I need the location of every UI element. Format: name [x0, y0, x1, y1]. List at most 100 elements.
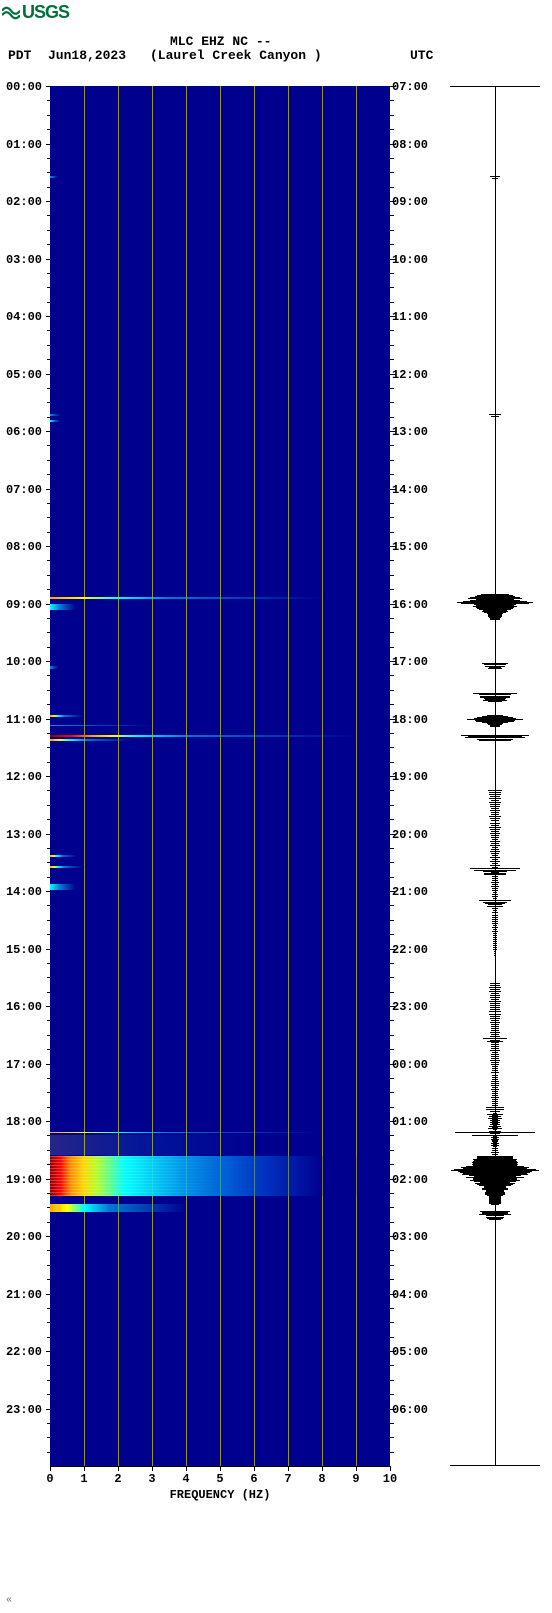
seis-wiggle: [490, 1060, 499, 1061]
utc-hour-label: 01:00: [392, 1115, 447, 1129]
tick-mark: [46, 546, 50, 547]
seis-wiggle: [492, 1077, 498, 1078]
minor-tick: [47, 733, 50, 734]
tick-mark: [46, 1179, 50, 1180]
minor-tick: [390, 215, 394, 216]
seis-wiggle: [488, 701, 502, 702]
minor-tick: [390, 618, 394, 619]
seis-wiggle: [493, 892, 498, 893]
seis-wiggle: [492, 927, 498, 928]
minor-tick: [390, 302, 394, 303]
gridline-v: [322, 86, 323, 1466]
seis-wiggle: [492, 921, 498, 922]
seis-wiggle: [493, 933, 498, 934]
seis-wiggle: [490, 804, 500, 805]
utc-hour-label: 13:00: [392, 425, 447, 439]
minor-tick: [47, 402, 50, 403]
minor-tick: [390, 1365, 394, 1366]
pdt-hour-label: 19:00: [0, 1173, 46, 1187]
minor-tick: [390, 417, 394, 418]
seis-wiggle: [489, 792, 502, 793]
x-tick-label: 9: [352, 1472, 359, 1486]
seis-wiggle: [493, 945, 497, 946]
header-date: Jun18,2023: [48, 48, 126, 63]
pdt-hour-label: 06:00: [0, 425, 46, 439]
seis-wiggle: [491, 837, 499, 838]
spectrogram-plot: [50, 86, 390, 1466]
seis-wiggle: [491, 814, 499, 815]
seis-wiggle: [490, 1122, 500, 1123]
seis-wiggle: [488, 790, 501, 791]
seis-wiggle: [492, 1099, 499, 1100]
minor-tick: [390, 187, 394, 188]
utc-hour-label: 10:00: [392, 253, 447, 267]
seis-wiggle: [491, 1081, 499, 1082]
spectral-feature: [50, 715, 91, 717]
utc-hour-label: 09:00: [392, 195, 447, 209]
seis-wiggle: [492, 1150, 499, 1151]
seis-wiggle: [492, 876, 499, 877]
minor-tick: [390, 402, 394, 403]
seis-wiggle: [493, 949, 497, 950]
spectral-feature: [50, 604, 101, 610]
seis-wiggle: [491, 808, 499, 809]
minor-tick: [390, 287, 394, 288]
seis-wiggle: [492, 915, 498, 916]
tick-mark: [46, 201, 50, 202]
tick-mark: [46, 891, 50, 892]
x-tick-label: 7: [284, 1472, 291, 1486]
minor-tick: [47, 1394, 50, 1395]
minor-tick: [390, 100, 394, 101]
minor-tick: [47, 1164, 50, 1165]
minor-tick: [47, 474, 50, 475]
utc-hour-label: 23:00: [392, 1000, 447, 1014]
utc-hour-label: 05:00: [392, 1345, 447, 1359]
seis-wiggle: [490, 796, 501, 797]
seis-wiggle: [490, 1022, 500, 1023]
logo-text: USGS: [22, 2, 69, 23]
seis-wiggle: [492, 1101, 498, 1102]
seis-wiggle: [491, 1028, 499, 1029]
minor-tick: [47, 647, 50, 648]
minor-tick: [390, 1308, 394, 1309]
pdt-hour-label: 09:00: [0, 598, 46, 612]
minor-tick: [47, 187, 50, 188]
minor-tick: [47, 747, 50, 748]
tick-mark: [46, 144, 50, 145]
x-tick-label: 6: [250, 1472, 257, 1486]
seis-wiggle: [491, 1083, 499, 1084]
pdt-hour-label: 03:00: [0, 253, 46, 267]
seis-wiggle: [489, 1116, 501, 1117]
tick-mark: [46, 1409, 50, 1410]
seis-wiggle: [490, 1003, 500, 1004]
pdt-hour-label: 18:00: [0, 1115, 46, 1129]
utc-hour-label: 20:00: [392, 828, 447, 842]
seis-wiggle: [489, 1011, 501, 1012]
minor-tick: [47, 1078, 50, 1079]
seis-wiggle: [489, 987, 500, 988]
spectral-feature: [50, 735, 390, 737]
pdt-hour-label: 23:00: [0, 1403, 46, 1417]
minor-tick: [47, 632, 50, 633]
x-tick-mark: [220, 1466, 221, 1471]
gridline-v: [186, 86, 187, 1466]
seis-wiggle: [489, 1001, 500, 1002]
x-tick-label: 8: [318, 1472, 325, 1486]
pdt-hour-label: 12:00: [0, 770, 46, 784]
seis-wiggle: [489, 1219, 501, 1220]
spectral-feature: [50, 866, 91, 868]
utc-hour-label: 14:00: [392, 483, 447, 497]
minor-tick: [390, 905, 394, 906]
left-timezone: PDT: [8, 48, 31, 63]
seis-wiggle: [493, 943, 496, 944]
station-name: (Laurel Creek Canyon ): [150, 48, 322, 63]
minor-tick: [390, 1193, 394, 1194]
minor-tick: [47, 172, 50, 173]
tick-mark: [390, 661, 396, 662]
seis-wiggle: [491, 835, 500, 836]
seis-wiggle: [490, 985, 499, 986]
minor-tick: [47, 302, 50, 303]
seis-wiggle: [493, 935, 497, 936]
x-tick-label: 4: [182, 1472, 189, 1486]
minor-tick: [390, 1452, 394, 1453]
